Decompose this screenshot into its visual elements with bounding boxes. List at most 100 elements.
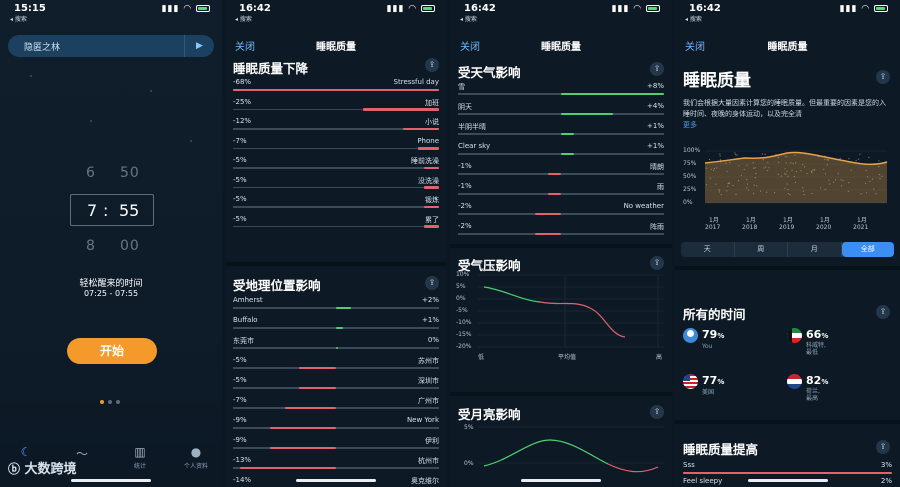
nav-bar: 关闭 睡眠质量 bbox=[675, 34, 900, 54]
picker-prev-min[interactable]: 50 bbox=[120, 165, 140, 181]
factor-bar bbox=[336, 306, 351, 309]
start-button[interactable]: 开始 bbox=[67, 338, 157, 364]
share-icon[interactable]: ⇪ bbox=[650, 256, 664, 270]
factor-right: +8% bbox=[647, 82, 664, 90]
alarm-screen: 15:15 ◂ 搜索 ▮▮▮ ◠ 隐匿之林 ▶ 6 50 7 : 55 8 00… bbox=[0, 0, 222, 487]
divider bbox=[675, 420, 900, 424]
picker-hour[interactable]: 7 bbox=[87, 201, 98, 220]
factor-track bbox=[233, 427, 439, 429]
close-button[interactable]: 关闭 bbox=[685, 42, 705, 53]
pressure-negative-line bbox=[539, 301, 626, 338]
description: 我们会根据大量因素计算您的睡眠质量。但最重要的因素是您的入睡时间、夜晚的身体运动… bbox=[683, 99, 886, 118]
picker-colon: : bbox=[103, 201, 109, 220]
nav-title: 睡眠质量 bbox=[316, 42, 356, 53]
tab-statistics[interactable]: ▥ 统计 bbox=[118, 445, 162, 470]
factor-left: Feel sleepy bbox=[683, 477, 723, 485]
factor-track bbox=[233, 467, 439, 469]
tab-profile[interactable]: ● 个人资料 bbox=[174, 445, 218, 470]
quality-plot bbox=[704, 150, 888, 204]
status-icons: ▮▮▮ ◠ bbox=[612, 4, 660, 14]
factor-track bbox=[233, 186, 439, 188]
factor-left: -12% bbox=[233, 117, 252, 125]
pressure-plot bbox=[478, 274, 664, 348]
pressure-title: 受气压影响 bbox=[458, 258, 521, 273]
picker-next-hour[interactable]: 8 bbox=[86, 238, 96, 254]
play-icon[interactable]: ▶ bbox=[184, 35, 214, 57]
factor-track bbox=[233, 167, 439, 169]
factor-bar bbox=[535, 212, 561, 215]
tab-pulse[interactable]: 〜 bbox=[60, 445, 104, 464]
page-heading: 睡眠质量 bbox=[683, 71, 751, 91]
quality-line bbox=[704, 151, 888, 166]
factor-right: No weather bbox=[623, 202, 664, 210]
factor-track bbox=[458, 233, 664, 235]
status-time: 16:42 bbox=[239, 3, 271, 14]
factor-track bbox=[233, 387, 439, 389]
picker-prev-hour[interactable]: 6 bbox=[86, 165, 96, 181]
pressure-y-tick: -10% bbox=[456, 319, 472, 326]
factor-bar bbox=[683, 471, 892, 474]
factor-right: 深圳市 bbox=[418, 377, 439, 385]
close-button[interactable]: 关闭 bbox=[460, 42, 480, 53]
factor-bar bbox=[240, 466, 336, 469]
sound-selector[interactable]: 隐匿之林 ▶ bbox=[8, 35, 214, 57]
factor-row: -25% 加班 bbox=[233, 98, 439, 118]
stat-pct-you: 79% bbox=[702, 328, 725, 341]
factor-track bbox=[233, 407, 439, 409]
back-to-search[interactable]: ◂ 搜索 bbox=[460, 16, 477, 23]
back-to-search[interactable]: ◂ 搜索 bbox=[10, 16, 27, 23]
factor-right: 晴朗 bbox=[650, 163, 664, 171]
quality-x-tick-year: 2017 bbox=[705, 224, 721, 231]
segment-week[interactable]: 周 bbox=[735, 242, 788, 257]
picker-min[interactable]: 55 bbox=[119, 201, 140, 220]
factor-row: -2% No weather bbox=[458, 202, 664, 222]
picker-next-min[interactable]: 00 bbox=[120, 238, 140, 254]
factor-left: -7% bbox=[233, 396, 247, 404]
stat-pct-usa: 77% bbox=[702, 374, 725, 387]
back-to-search[interactable]: ◂ 搜索 bbox=[685, 16, 702, 23]
factor-row: -68% Stressful day bbox=[233, 78, 439, 98]
factor-row: -1% 雨 bbox=[458, 182, 664, 202]
share-icon[interactable]: ⇪ bbox=[425, 58, 439, 72]
share-icon[interactable]: ⇪ bbox=[650, 62, 664, 76]
factor-track bbox=[233, 147, 439, 149]
factor-left: -5% bbox=[233, 356, 247, 364]
factor-track bbox=[458, 213, 664, 215]
tab-sleep[interactable]: ☾ bbox=[4, 445, 48, 461]
usa-flag-icon bbox=[683, 374, 698, 389]
factor-row: Feel sleepy 2% bbox=[683, 477, 892, 487]
segment-day[interactable]: 天 bbox=[681, 242, 735, 257]
share-icon[interactable]: ⇪ bbox=[650, 405, 664, 419]
factor-track bbox=[233, 128, 439, 130]
more-link[interactable]: 更多 bbox=[683, 121, 697, 129]
factor-row: -2% 阵雨 bbox=[458, 222, 664, 242]
factor-left: 东莞市 bbox=[233, 337, 254, 345]
back-to-search[interactable]: ◂ 搜索 bbox=[235, 16, 252, 23]
segment-month[interactable]: 月 bbox=[788, 242, 842, 257]
improve-title: 睡眠质量提高 bbox=[683, 442, 759, 457]
factor-left: Amherst bbox=[233, 296, 263, 304]
moon-y-0: 0% bbox=[464, 460, 474, 467]
factor-right: 2% bbox=[880, 477, 892, 485]
factor-row: -1% 晴朗 bbox=[458, 162, 664, 182]
factor-right: Stressful day bbox=[393, 78, 439, 86]
home-indicator bbox=[296, 479, 376, 482]
share-icon[interactable]: ⇪ bbox=[876, 305, 890, 319]
factor-left: Sss bbox=[683, 461, 695, 469]
factor-bar bbox=[561, 92, 664, 95]
factor-right: 广州市 bbox=[418, 397, 439, 405]
factor-row: -5% 没洗澡 bbox=[233, 176, 439, 196]
quality-y-tick: 100% bbox=[683, 147, 701, 154]
time-picker-selected[interactable]: 7 : 55 bbox=[70, 194, 154, 226]
factor-row: -9% 伊利 bbox=[233, 436, 439, 456]
status-time: 15:15 bbox=[14, 3, 46, 14]
close-button[interactable]: 关闭 bbox=[235, 42, 255, 53]
wake-label: 轻松醒来的时间 bbox=[79, 279, 143, 289]
nav-title: 睡眠质量 bbox=[767, 42, 808, 53]
factor-bar bbox=[402, 127, 439, 130]
segment-all[interactable]: 全部 bbox=[841, 242, 894, 257]
share-icon[interactable]: ⇪ bbox=[876, 70, 890, 84]
share-icon[interactable]: ⇪ bbox=[876, 440, 890, 454]
share-icon[interactable]: ⇪ bbox=[425, 276, 439, 290]
factor-left: -5% bbox=[233, 214, 247, 223]
